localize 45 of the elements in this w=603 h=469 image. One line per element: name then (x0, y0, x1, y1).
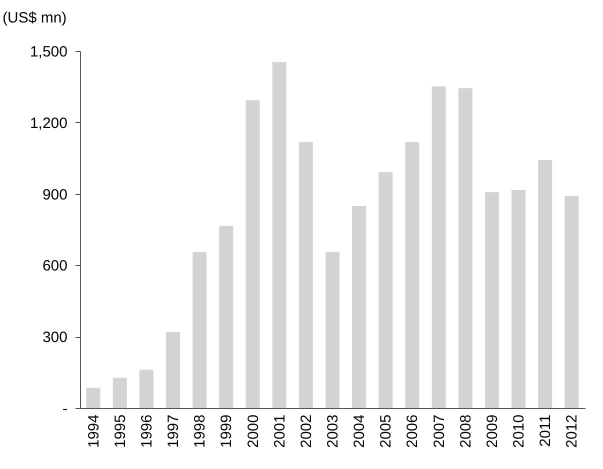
y-tick-label: 1,500 (30, 44, 68, 60)
y-tick-label: 300 (42, 329, 68, 346)
x-tick-label: 1994 (85, 414, 102, 448)
y-axis-title: (US$ mn) (2, 10, 67, 26)
y-tick-label: 600 (42, 258, 68, 275)
bar (538, 160, 552, 408)
x-tick-label: 2012 (564, 414, 581, 448)
x-tick-label: 2002 (298, 414, 315, 448)
x-tick-label: 2010 (510, 414, 528, 448)
x-tick-label: 2004 (351, 414, 368, 448)
bar (139, 370, 154, 408)
x-tick-label: 2003 (324, 414, 342, 448)
y-tick-label: - (62, 400, 68, 418)
bar (405, 142, 420, 408)
x-tick-label: 2001 (271, 414, 288, 448)
x-tick-label: 2000 (244, 414, 262, 448)
bar (272, 62, 286, 408)
bar (326, 252, 340, 408)
x-tick-label: 1997 (165, 414, 182, 448)
bar (458, 88, 472, 408)
bar (112, 378, 127, 408)
bar (219, 226, 234, 408)
x-tick-label: 2009 (484, 414, 501, 448)
y-tick-label: 1,200 (30, 114, 68, 132)
bar (86, 388, 100, 408)
x-tick-label: 2008 (457, 414, 474, 448)
x-tick-label: 2005 (378, 414, 395, 448)
bar (484, 192, 499, 408)
x-tick-label: 1998 (192, 414, 209, 448)
x-tick-label: 1999 (218, 414, 236, 448)
y-tick-label: 900 (42, 186, 68, 204)
bar (564, 196, 579, 408)
x-tick-label: 2011 (537, 414, 554, 447)
bar (246, 100, 260, 408)
x-tick-label: 2006 (404, 414, 422, 448)
bar (192, 252, 207, 408)
bar (432, 86, 446, 408)
x-tick-label: 1995 (112, 414, 129, 448)
bar (166, 332, 180, 408)
bar (512, 190, 526, 408)
x-tick-label: 1996 (138, 414, 156, 448)
bar (352, 206, 366, 408)
bar (298, 142, 313, 408)
bar (378, 172, 393, 408)
x-tick-label: 2007 (430, 414, 448, 448)
